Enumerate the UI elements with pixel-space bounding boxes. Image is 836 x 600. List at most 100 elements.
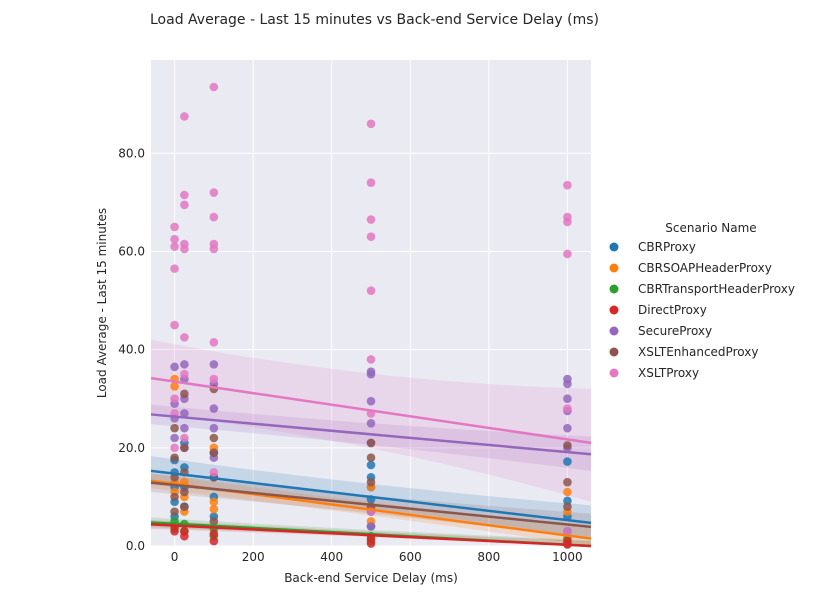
x-axis-label: Back-end Service Delay (ms)	[284, 571, 458, 585]
data-point	[180, 389, 189, 399]
legend-label: CBRSOAPHeaderProxy	[638, 261, 772, 275]
data-point	[366, 119, 376, 129]
data-point	[563, 423, 572, 433]
grid	[151, 60, 591, 547]
x-tick-label: 200	[242, 550, 265, 564]
data-point	[563, 217, 572, 227]
data-point	[366, 178, 376, 188]
data-point	[209, 212, 219, 222]
data-point	[180, 333, 189, 342]
data-point	[170, 264, 179, 273]
regression-line	[150, 481, 592, 529]
data-point	[366, 369, 376, 379]
data-point	[366, 232, 376, 242]
data-point	[170, 433, 179, 443]
data-point	[209, 468, 219, 477]
data-point	[180, 409, 189, 418]
y-axis-label: Load Average - Last 15 minutes	[95, 208, 109, 398]
data-point	[180, 423, 189, 433]
data-point	[170, 320, 179, 330]
data-point	[209, 529, 219, 539]
data-point	[209, 188, 219, 197]
data-point	[563, 394, 572, 404]
data-point	[366, 215, 376, 224]
legend-label: XSLTEnhancedProxy	[638, 345, 758, 359]
regression-lines	[150, 376, 592, 548]
data-point	[180, 244, 189, 254]
legend-title: Scenario Name	[665, 221, 756, 235]
data-point	[209, 360, 219, 369]
legend-marker	[609, 284, 619, 294]
data-point	[563, 526, 572, 536]
legend-label: XSLTProxy	[638, 366, 699, 380]
legend-label: CBRTransportHeaderProxy	[638, 282, 795, 296]
data-point	[170, 423, 179, 433]
data-point	[209, 536, 219, 546]
data-point	[170, 242, 179, 251]
legend-label: SecureProxy	[638, 324, 712, 338]
legend-marker	[609, 263, 619, 273]
data-point	[180, 200, 189, 210]
data-point	[209, 448, 219, 458]
data-point	[170, 234, 179, 244]
legend-marker	[609, 242, 619, 252]
data-point	[180, 531, 189, 541]
data-point	[170, 222, 179, 232]
regression-line	[150, 376, 592, 445]
legend-marker	[609, 326, 619, 336]
data-point	[563, 502, 572, 512]
data-point	[170, 362, 179, 372]
data-point	[180, 360, 189, 369]
x-tick-label: 800	[477, 550, 500, 564]
data-point	[180, 190, 189, 200]
data-point	[209, 517, 219, 526]
y-tick-label: 80.0	[118, 146, 145, 160]
x-tick-label: 1000	[552, 550, 583, 564]
confidence-band	[151, 404, 591, 471]
data-point	[180, 112, 189, 121]
legend-label: CBRProxy	[638, 240, 696, 254]
regression-line	[150, 523, 592, 548]
scatter-points	[170, 82, 572, 549]
data-point	[563, 457, 572, 466]
legend-marker	[609, 368, 619, 378]
data-point	[366, 522, 376, 531]
regression-line	[150, 469, 592, 525]
y-tick-label: 20.0	[118, 441, 145, 455]
data-point	[170, 492, 179, 502]
data-point	[366, 438, 376, 448]
data-point	[180, 443, 189, 453]
data-point	[170, 382, 179, 391]
data-point	[209, 82, 219, 92]
data-point	[366, 453, 376, 462]
x-axis-ticks: 0 200 400 600 800 1000	[171, 550, 583, 564]
data-point	[366, 460, 376, 470]
data-point	[209, 423, 219, 433]
data-point	[563, 249, 572, 259]
data-point	[180, 487, 189, 497]
data-point	[366, 355, 376, 364]
data-point	[170, 526, 179, 536]
data-point	[563, 477, 572, 487]
regression-line	[150, 413, 592, 456]
data-point	[563, 404, 572, 413]
data-point	[563, 180, 572, 190]
legend-marker	[609, 347, 619, 357]
data-point	[366, 418, 376, 428]
chart-title: Load Average - Last 15 minutes vs Back-e…	[150, 12, 599, 28]
y-axis-ticks: 0.0 20.0 40.0 60.0 80.0	[118, 146, 145, 553]
data-point	[209, 337, 219, 347]
data-point	[170, 443, 179, 453]
data-point	[563, 379, 572, 389]
legend: Scenario Name CBRProxy CBRSOAPHeaderProxy…	[609, 221, 795, 380]
data-point	[170, 453, 179, 462]
x-tick-label: 400	[320, 550, 343, 564]
data-point	[170, 394, 179, 404]
data-point	[209, 433, 219, 443]
data-point	[563, 496, 572, 506]
legend-label: DirectProxy	[638, 303, 707, 317]
data-point	[209, 404, 219, 413]
x-tick-label: 0	[171, 550, 179, 564]
data-point	[366, 539, 376, 548]
